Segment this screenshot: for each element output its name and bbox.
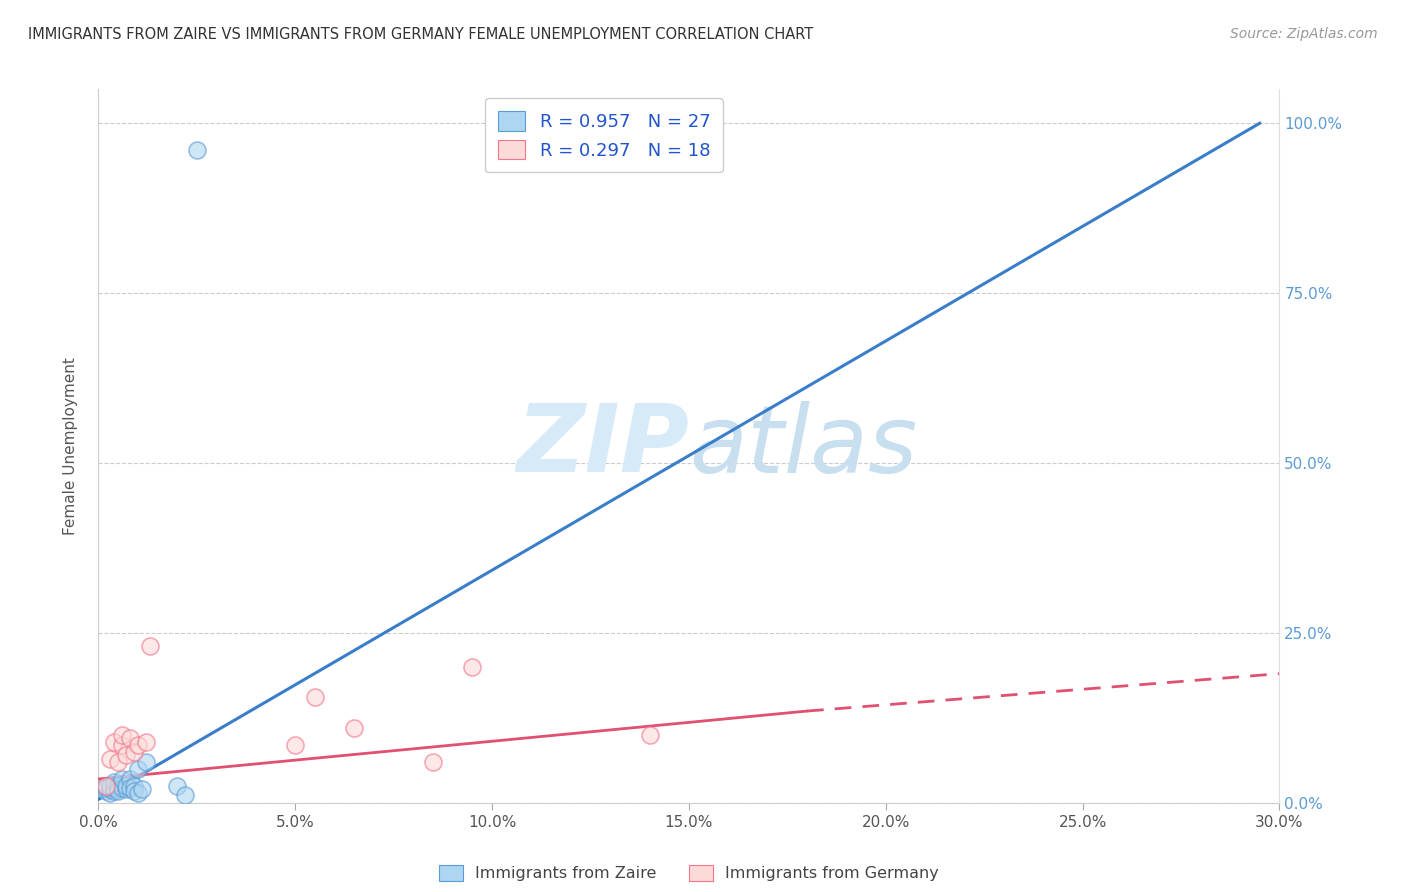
Text: atlas: atlas (689, 401, 917, 491)
Point (107, 755, 129, 769)
Point (98, 786, 121, 800)
Point (96, 783, 118, 797)
Point (127, 738, 149, 752)
Point (111, 780, 134, 795)
Point (107, 782, 129, 797)
Text: IMMIGRANTS FROM ZAIRE VS IMMIGRANTS FROM GERMANY FEMALE UNEMPLOYMENT CORRELATION: IMMIGRANTS FROM ZAIRE VS IMMIGRANTS FROM… (28, 27, 813, 42)
Point (135, 755, 157, 769)
Point (122, 779, 145, 793)
Point (118, 780, 141, 795)
Point (115, 782, 138, 797)
Point (138, 640, 160, 654)
Point (98, 779, 121, 793)
Point (96, 779, 118, 793)
Point (103, 783, 125, 797)
Point (127, 786, 149, 800)
Point (118, 772, 141, 786)
Point (111, 738, 134, 752)
Point (107, 783, 129, 797)
Point (284, 738, 307, 752)
Point (422, 755, 444, 769)
Y-axis label: Female Unemployment: Female Unemployment (63, 357, 77, 535)
Point (135, 734, 157, 748)
Point (122, 745, 145, 759)
Point (122, 783, 145, 797)
Legend: Immigrants from Zaire, Immigrants from Germany: Immigrants from Zaire, Immigrants from G… (432, 858, 946, 888)
Point (111, 728, 134, 742)
Text: Source: ZipAtlas.com: Source: ZipAtlas.com (1230, 27, 1378, 41)
Point (166, 779, 188, 793)
Point (127, 762, 149, 776)
Point (343, 721, 366, 735)
Point (638, 728, 661, 742)
Point (103, 775, 125, 789)
Point (461, 660, 484, 674)
Point (98, 782, 121, 797)
Point (186, 144, 208, 158)
Point (98, 751, 121, 765)
Point (115, 748, 138, 763)
Point (111, 772, 134, 786)
Text: ZIP: ZIP (516, 400, 689, 492)
Point (103, 780, 125, 795)
Point (107, 779, 129, 793)
Point (304, 690, 326, 705)
Point (91, 782, 114, 797)
Point (115, 779, 138, 793)
Point (118, 731, 141, 746)
Point (103, 734, 125, 748)
Point (96, 780, 118, 795)
Point (174, 788, 197, 802)
Point (131, 782, 153, 797)
